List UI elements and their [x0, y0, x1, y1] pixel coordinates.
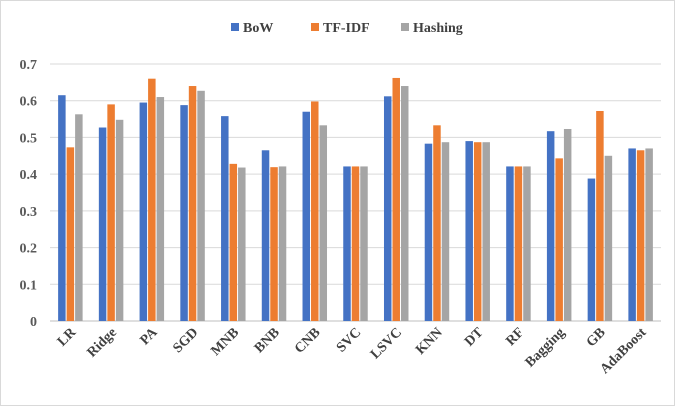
legend-swatch [231, 23, 239, 31]
bar-hashing-gb [604, 155, 613, 321]
bar-bow-pa [139, 102, 148, 321]
x-category-label: MNB [208, 325, 242, 359]
bar-tf-idf-dt [473, 142, 482, 321]
x-category-label: RF [503, 325, 527, 349]
bar-tf-idf-lr [66, 147, 75, 321]
bar-bow-rf [506, 166, 514, 321]
bar-bow-lsvc [383, 96, 392, 322]
bar-hashing-knn [441, 142, 450, 321]
bars [58, 77, 653, 322]
bar-tf-idf-rf [514, 166, 523, 321]
legend-label: Hashing [413, 21, 463, 36]
x-category-label: CNB [292, 325, 324, 357]
bar-bow-ridge [98, 127, 107, 321]
legend-swatch [401, 23, 409, 31]
bar-hashing-mnb [238, 167, 246, 321]
bar-bow-bagging [546, 131, 555, 321]
bar-hashing-rf [523, 166, 531, 321]
y-tick-label: 0.3 [20, 205, 38, 220]
bar-hashing-lr [75, 114, 83, 321]
y-tick-label: 0.2 [20, 242, 38, 257]
x-category-label: SGD [170, 325, 201, 356]
y-tick-label: 0.7 [20, 58, 38, 73]
bar-hashing-svc [360, 166, 368, 321]
y-tick-label: 0.5 [20, 131, 38, 146]
legend-label: TF-IDF [323, 21, 370, 36]
bar-hashing-bnb [278, 166, 287, 321]
bar-bow-cnb [302, 111, 311, 321]
bar-tf-idf-pa [148, 78, 156, 321]
x-category-label: LR [55, 325, 80, 350]
bar-bow-svc [343, 166, 351, 321]
bar-bow-knn [424, 143, 433, 321]
legend-label: BoW [243, 21, 273, 36]
bar-tf-idf-svc [351, 166, 360, 321]
bar-tf-idf-sgd [188, 86, 197, 322]
bar-hashing-lsvc [400, 86, 409, 322]
x-axis-category-labels: LR Ridge PA SGD MNB BNB CNB SVC LSVC KNN DT RFBaggi… [55, 325, 650, 378]
y-axis-tick-labels: 0 0.1 0.2 0.3 0.4 0.5 0.6 0.7 [20, 58, 38, 330]
bar-tf-idf-gb [596, 110, 604, 321]
x-category-label: DT [462, 325, 487, 350]
bar-tf-idf-bagging [555, 158, 563, 321]
x-category-label: SVC [334, 325, 364, 355]
bar-hashing-dt [482, 142, 490, 321]
bar-hashing-sgd [197, 90, 205, 322]
bar-bow-mnb [221, 116, 229, 322]
y-tick-label: 0.6 [20, 95, 38, 110]
legend-swatch [311, 23, 319, 31]
x-category-label: LSVC [368, 325, 405, 362]
bar-hashing-adaboost [645, 148, 653, 321]
bar-hashing-cnb [319, 125, 328, 321]
x-category-label: Bagging [523, 325, 568, 370]
bar-hashing-ridge [115, 119, 124, 321]
x-category-label: Ridge [85, 325, 120, 360]
bar-tf-idf-knn [433, 125, 441, 321]
bar-tf-idf-bnb [270, 167, 278, 321]
y-tick-label: 0 [30, 315, 37, 330]
bar-tf-idf-ridge [107, 104, 115, 321]
y-tick-label: 0.1 [20, 278, 38, 293]
x-category-label: BNB [252, 325, 283, 356]
bar-bow-gb [587, 178, 596, 321]
x-category-label: GB [584, 325, 609, 350]
legend: BoW TF-IDF Hashing [231, 21, 463, 36]
bar-tf-idf-lsvc [392, 77, 400, 321]
bar-bow-sgd [180, 105, 188, 322]
bar-hashing-bagging [563, 128, 572, 321]
x-category-label: PA [138, 325, 162, 349]
bar-bow-lr [58, 95, 66, 321]
y-tick-label: 0.4 [20, 168, 38, 183]
bar-tf-idf-mnb [229, 163, 238, 321]
bar-tf-idf-adaboost [636, 150, 645, 321]
bar-bow-bnb [261, 150, 270, 321]
bar-bow-adaboost [628, 148, 636, 321]
bar-hashing-pa [156, 97, 165, 322]
bar-bow-dt [465, 141, 473, 321]
bar-tf-idf-cnb [311, 101, 319, 321]
x-category-label: KNN [413, 325, 446, 358]
